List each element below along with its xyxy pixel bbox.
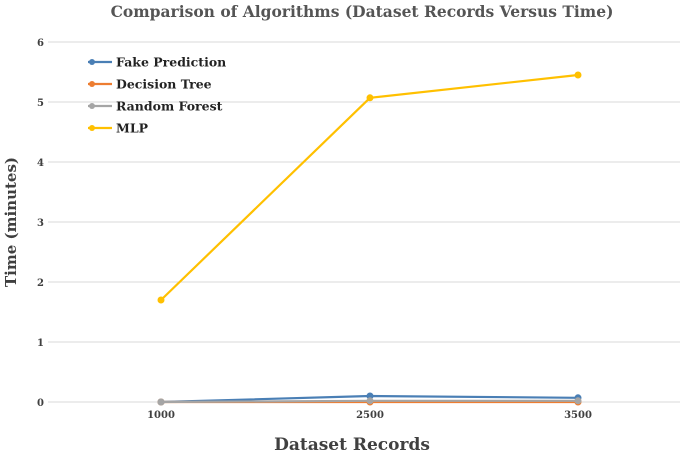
series-lines: [157, 71, 582, 406]
x-tick-label: 2500: [356, 410, 384, 421]
data-point-random-forest: [574, 397, 582, 405]
y-tick-label: 4: [37, 158, 44, 169]
legend-label: Fake Prediction: [116, 55, 226, 70]
y-tick-label: 0: [37, 398, 44, 409]
y-tick-label: 1: [37, 338, 44, 349]
x-axis-ticks: 1000 2500 3500: [147, 410, 592, 421]
x-tick-label: 3500: [564, 410, 592, 421]
legend: Fake Prediction Decision Tree Random Fores…: [88, 55, 226, 136]
x-tick-label: 1000: [147, 410, 175, 421]
data-point-mlp: [366, 94, 374, 102]
y-tick-label: 5: [37, 98, 44, 109]
legend-marker: [89, 81, 95, 87]
legend-marker: [89, 103, 95, 109]
data-point-mlp: [574, 71, 582, 79]
y-tick-label: 2: [37, 278, 44, 289]
data-point-random-forest: [157, 398, 165, 406]
data-point-random-forest: [366, 397, 374, 405]
legend-label: Random Forest: [116, 99, 223, 114]
legend-label: Decision Tree: [116, 77, 212, 92]
y-tick-label: 3: [37, 218, 44, 229]
legend-marker: [89, 59, 95, 65]
x-axis-label: Dataset Records: [274, 435, 430, 453]
series-line-mlp: [160, 73, 579, 301]
y-axis-label: Time (minutes): [2, 157, 20, 287]
y-axis-ticks: 0 1 2 3 4 5 6: [37, 38, 44, 409]
legend-label: MLP: [116, 121, 149, 136]
y-tick-label: 6: [37, 38, 44, 49]
chart-title: Comparison of Algorithms (Dataset Record…: [111, 2, 614, 21]
legend-marker: [89, 125, 95, 131]
data-point-mlp: [157, 296, 165, 304]
gridlines: [48, 41, 680, 403]
